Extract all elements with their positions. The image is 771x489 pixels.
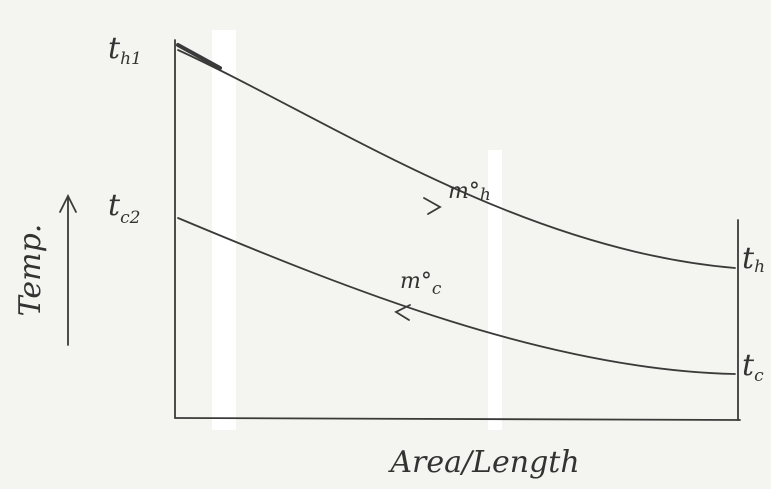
label-sub: h1 [120, 49, 142, 69]
label-main: m° [400, 269, 432, 294]
label-sub: c2 [120, 208, 140, 228]
page: Temp. Area/Length th1 tc2 m°h m°c th tc … [0, 0, 771, 489]
label-sub: h [480, 185, 491, 205]
label-main: t [742, 241, 755, 276]
scan-streak [212, 30, 236, 430]
label-sub: c [432, 279, 442, 299]
label-sub: c [754, 366, 764, 386]
x-axis-label: Area/Length [387, 445, 579, 480]
diagram: Temp. Area/Length th1 tc2 m°h m°c th tc [0, 0, 771, 489]
label-main: t [108, 188, 121, 223]
y-axis-label: Temp. [13, 224, 48, 317]
label-main: m° [448, 179, 480, 204]
paper [0, 0, 771, 489]
label-main: t [108, 31, 121, 66]
label-sub: h [754, 257, 765, 277]
label-main: t [742, 348, 755, 383]
